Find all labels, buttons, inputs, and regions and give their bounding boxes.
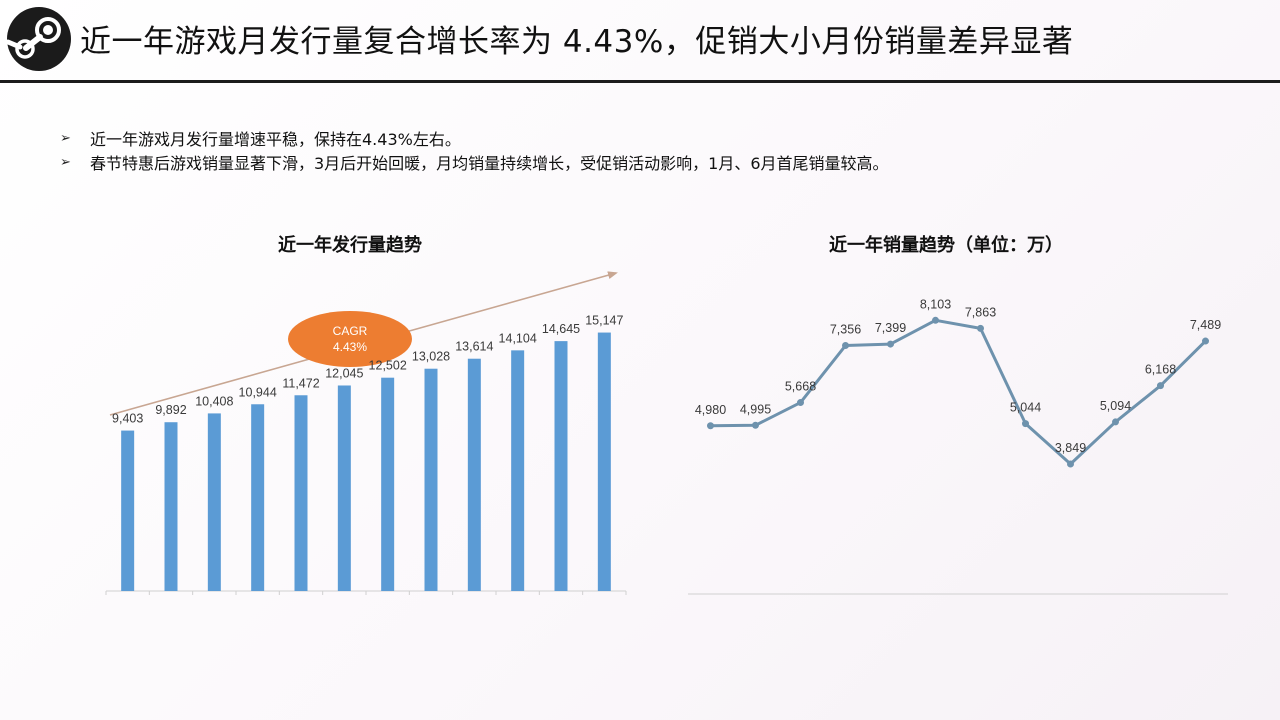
line-data-label: 7,399 <box>875 321 906 335</box>
line-point <box>797 399 804 407</box>
sales-series-line <box>710 318 1207 466</box>
line-data-label: 5,044 <box>1010 401 1041 415</box>
line-point <box>707 422 714 430</box>
line-data-label: 4,995 <box>740 402 771 416</box>
line-data-label: 7,356 <box>830 323 861 337</box>
bar-data-label: 14,104 <box>499 331 537 345</box>
bar <box>424 368 438 591</box>
bar <box>597 332 611 591</box>
bullet-text: 近一年游戏月发行量增速平稳，保持在4.43%左右。 <box>90 130 461 149</box>
bullet-item: ➢ 春节特惠后游戏销量显著下滑，3月后开始回暖，月均销量持续增长，受促销活动影响… <box>60 150 889 174</box>
bar <box>511 350 525 591</box>
bullet-text: 春节特惠后游戏销量显著下滑，3月后开始回暖，月均销量持续增长，受促销活动影响，1… <box>90 154 889 173</box>
bar-data-label: 13,028 <box>412 350 450 364</box>
bar <box>381 377 395 591</box>
cagr-ellipse <box>288 311 412 367</box>
bar-data-label: 11,472 <box>282 376 319 390</box>
line-point <box>932 316 939 324</box>
bar <box>121 430 135 591</box>
bar-data-label: 14,645 <box>542 322 580 336</box>
bar <box>467 358 481 591</box>
line-data-label: 7,863 <box>965 305 996 319</box>
arrow-bullet-icon: ➢ <box>60 154 71 170</box>
line-data-label: 8,103 <box>920 297 951 311</box>
page-title: 近一年游戏月发行量复合增长率为 4.43%，促销大小月份销量差异显著 <box>80 24 1074 60</box>
bar <box>251 404 265 591</box>
bar-data-label: 12,045 <box>325 366 363 380</box>
bar-data-label: 9,892 <box>155 403 186 417</box>
line-point <box>977 324 984 332</box>
bullet-item: ➢ 近一年游戏月发行量增速平稳，保持在4.43%左右。 <box>60 126 889 150</box>
arrow-bullet-icon: ➢ <box>60 130 71 146</box>
line-data-label: 5,094 <box>1100 399 1131 413</box>
bar-data-label: 12,502 <box>369 359 407 373</box>
bar <box>294 395 308 591</box>
cagr-label: CAGR <box>333 324 368 338</box>
line-data-label: 3,849 <box>1055 441 1086 455</box>
steam-logo-icon <box>6 7 71 71</box>
line-point <box>752 421 759 429</box>
line-chart-title: 近一年销量趋势（单位：万） <box>829 235 1063 256</box>
bar-data-label: 9,403 <box>112 412 143 426</box>
bar-data-label: 10,408 <box>195 394 233 408</box>
line-data-label: 7,489 <box>1190 318 1221 332</box>
line-point <box>887 340 894 348</box>
bar-data-label: 10,944 <box>239 385 277 399</box>
line-data-label: 5,668 <box>785 380 816 394</box>
line-data-label: 6,168 <box>1145 363 1176 377</box>
line-point <box>1067 460 1074 468</box>
cagr-value: 4.43% <box>333 340 367 354</box>
bar-data-label: 15,147 <box>585 314 623 328</box>
bar <box>337 385 351 591</box>
line-point <box>1157 382 1164 390</box>
release-bar-chart: CAGR 4.43% 9,403 9,892 10,408 10,944 11,472 12,… <box>105 271 627 595</box>
line-point <box>842 342 849 350</box>
bar <box>164 422 178 591</box>
line-point <box>1202 337 1209 345</box>
bar <box>207 413 221 591</box>
line-point <box>1112 418 1119 426</box>
line-data-label: 4,980 <box>695 403 726 417</box>
line-point <box>1022 420 1029 428</box>
sales-line-chart: 4,980 4,995 5,668 7,356 7,399 8,103 7,863 5,044… <box>688 297 1228 595</box>
title-divider <box>0 80 1280 83</box>
bullet-list: ➢ 近一年游戏月发行量增速平稳，保持在4.43%左右。 ➢ 春节特惠后游戏销量显… <box>60 126 889 174</box>
bar-data-label: 13,614 <box>455 340 493 354</box>
bar-chart-title: 近一年发行量趋势 <box>278 235 422 256</box>
bar <box>554 341 568 591</box>
